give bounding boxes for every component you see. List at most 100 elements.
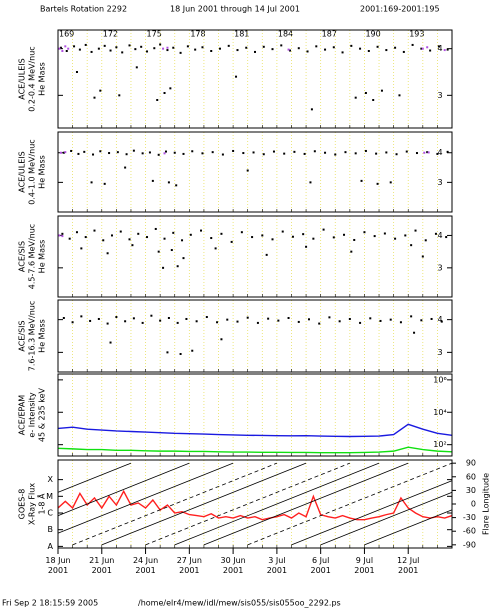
y-tick-label: 10⁶: [433, 375, 446, 384]
plot-area: [58, 43, 449, 111]
data-point: [434, 232, 437, 235]
data-point: [421, 47, 424, 50]
data-point: [140, 45, 143, 48]
data-point: [124, 166, 127, 169]
y-axis-title: ACE/SIS: [18, 320, 27, 351]
x-tick-label: 9 Jul 2001: [354, 556, 374, 575]
data-point: [102, 239, 105, 242]
data-point: [131, 244, 134, 247]
data-point: [313, 150, 316, 153]
y-axis-title: e- Intensity: [28, 392, 37, 437]
data-point: [191, 150, 194, 153]
data-point: [108, 152, 111, 155]
y-axis-title: 45 & 235 keV: [38, 387, 47, 442]
x-tick-label: 18 Jun 2001: [45, 556, 70, 575]
data-point: [312, 237, 315, 240]
data-point: [58, 234, 61, 237]
panel-frame: [57, 131, 453, 213]
data-point: [121, 51, 124, 54]
data-point: [440, 320, 443, 323]
data-point: [164, 150, 167, 153]
data-point: [363, 231, 366, 234]
data-point: [262, 45, 265, 48]
data-point: [265, 253, 268, 256]
data-point: [128, 44, 131, 47]
data-point: [287, 317, 290, 319]
data-point: [75, 71, 78, 73]
data-point: [151, 179, 154, 182]
data-point: [135, 66, 138, 69]
page-title: 18 Jun 2001 through 14 Jul 2001: [170, 5, 300, 14]
data-point: [283, 152, 286, 155]
top-tick-label: 184: [278, 30, 293, 39]
data-point: [71, 321, 74, 324]
data-point: [350, 44, 353, 47]
data-point: [77, 152, 80, 155]
data-point: [291, 235, 294, 238]
data-point: [181, 239, 184, 242]
data-point: [414, 229, 417, 232]
data-point: [90, 50, 93, 53]
data-point: [93, 96, 96, 99]
data-point: [372, 99, 375, 101]
data-point: [148, 151, 151, 154]
data-point: [59, 46, 62, 49]
flare-track: [145, 462, 350, 546]
y-axis-title: 0.4-1.0 MeV/nuc: [28, 139, 37, 204]
data-point: [64, 45, 67, 48]
data-point: [157, 250, 160, 253]
data-point: [106, 322, 109, 325]
data-point: [162, 266, 165, 269]
data-point: [67, 47, 70, 50]
data-point: [132, 317, 135, 320]
flare-track: [247, 462, 452, 546]
data-point: [343, 233, 346, 236]
data-point: [201, 152, 204, 155]
data-point: [216, 321, 219, 324]
y2-axis-title: Flare Longitude: [482, 473, 491, 535]
y-tick-label: X: [48, 475, 54, 484]
data-point: [385, 49, 388, 52]
data-point: [110, 234, 113, 237]
data-point: [338, 320, 341, 323]
data-point: [214, 247, 217, 250]
y2-tick-label: 0: [471, 500, 476, 509]
y-axis-title: He Mass: [38, 240, 47, 274]
data-point: [318, 322, 321, 325]
plot-area: [58, 462, 452, 546]
data-point: [157, 153, 160, 156]
data-point: [200, 229, 203, 232]
data-point: [303, 152, 306, 155]
plot-area: [58, 423, 452, 454]
data-point: [272, 150, 275, 153]
y-tick-label: 4: [437, 315, 442, 324]
y-axis-title: 4.5-7.6 MeV/nuc: [28, 224, 37, 289]
data-point: [420, 319, 423, 322]
data-point: [281, 230, 284, 233]
data-point: [78, 48, 81, 51]
data-point: [172, 231, 175, 234]
data-point: [166, 351, 169, 354]
data-point: [293, 150, 296, 153]
data-point: [354, 96, 357, 99]
x-tick-label: 24 Jun 2001: [133, 556, 158, 575]
flare-track: [72, 462, 278, 546]
data-point: [334, 153, 337, 156]
y-tick-label: 10²: [433, 440, 446, 449]
data-point: [64, 151, 67, 154]
y-axis-title: ACE/ULEIS: [18, 151, 27, 192]
data-point: [426, 151, 429, 154]
x-tick-label: 21 Jun 2001: [89, 556, 114, 575]
data-point: [99, 150, 102, 153]
data-point: [310, 108, 313, 111]
data-point: [154, 227, 157, 230]
data-point: [236, 49, 239, 52]
data-point: [426, 46, 429, 49]
data-point: [246, 316, 249, 319]
data-point: [360, 179, 363, 182]
y-axis-title: ACE/ULEIS: [18, 58, 27, 99]
data-point: [58, 47, 61, 50]
data-point: [394, 46, 397, 49]
x-tick-label: 27 Jun 2001: [177, 556, 202, 575]
data-point: [375, 152, 378, 155]
